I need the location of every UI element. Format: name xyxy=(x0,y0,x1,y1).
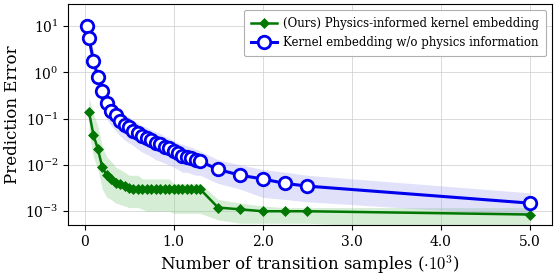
Kernel embedding w/o physics information xyxy=(526,201,533,205)
(Ours) Physics-informed kernel embedding xyxy=(126,186,132,190)
Kernel embedding w/o physics information xyxy=(192,158,199,161)
(Ours) Physics-informed kernel embedding xyxy=(215,206,221,209)
(Ours) Physics-informed kernel embedding xyxy=(139,188,146,191)
(Ours) Physics-informed kernel embedding xyxy=(117,183,123,186)
(Ours) Physics-informed kernel embedding xyxy=(99,165,106,169)
(Ours) Physics-informed kernel embedding xyxy=(166,188,172,191)
(Ours) Physics-informed kernel embedding xyxy=(152,188,159,191)
Kernel embedding w/o physics information xyxy=(157,143,163,146)
(Ours) Physics-informed kernel embedding xyxy=(108,177,115,181)
Kernel embedding w/o physics information xyxy=(152,141,159,144)
(Ours) Physics-informed kernel embedding xyxy=(237,208,244,211)
(Ours) Physics-informed kernel embedding xyxy=(197,188,203,191)
(Ours) Physics-informed kernel embedding xyxy=(103,174,110,177)
Kernel embedding w/o physics information xyxy=(183,155,190,158)
Legend: (Ours) Physics-informed kernel embedding, Kernel embedding w/o physics informati: (Ours) Physics-informed kernel embedding… xyxy=(244,10,546,56)
Kernel embedding w/o physics information xyxy=(175,151,181,155)
Kernel embedding w/o physics information xyxy=(166,147,172,150)
Kernel embedding w/o physics information xyxy=(83,25,90,28)
Kernel embedding w/o physics information xyxy=(237,174,244,177)
(Ours) Physics-informed kernel embedding xyxy=(188,188,195,191)
(Ours) Physics-informed kernel embedding xyxy=(157,188,163,191)
Kernel embedding w/o physics information xyxy=(304,185,310,188)
Kernel embedding w/o physics information xyxy=(126,126,132,129)
(Ours) Physics-informed kernel embedding xyxy=(170,188,177,191)
Kernel embedding w/o physics information xyxy=(103,101,110,105)
(Ours) Physics-informed kernel embedding xyxy=(183,188,190,191)
Y-axis label: Prediction Error: Prediction Error xyxy=(4,45,21,184)
(Ours) Physics-informed kernel embedding xyxy=(192,188,199,191)
Kernel embedding w/o physics information xyxy=(197,160,203,163)
(Ours) Physics-informed kernel embedding xyxy=(148,188,155,191)
Kernel embedding w/o physics information xyxy=(139,134,146,138)
Kernel embedding w/o physics information xyxy=(117,119,123,123)
Kernel embedding w/o physics information xyxy=(161,145,168,148)
(Ours) Physics-informed kernel embedding xyxy=(112,182,119,185)
Kernel embedding w/o physics information xyxy=(148,139,155,142)
Line: Kernel embedding w/o physics information: Kernel embedding w/o physics information xyxy=(81,20,536,209)
(Ours) Physics-informed kernel embedding xyxy=(143,188,150,191)
Kernel embedding w/o physics information xyxy=(188,157,195,160)
Kernel embedding w/o physics information xyxy=(99,89,106,93)
(Ours) Physics-informed kernel embedding xyxy=(259,209,266,213)
Kernel embedding w/o physics information xyxy=(259,177,266,181)
Kernel embedding w/o physics information xyxy=(130,129,137,132)
X-axis label: Number of transition samples ($\cdot 10^3$): Number of transition samples ($\cdot 10^… xyxy=(160,253,460,276)
(Ours) Physics-informed kernel embedding xyxy=(175,188,181,191)
(Ours) Physics-informed kernel embedding xyxy=(304,209,310,213)
(Ours) Physics-informed kernel embedding xyxy=(281,209,288,213)
(Ours) Physics-informed kernel embedding xyxy=(179,188,186,191)
(Ours) Physics-informed kernel embedding xyxy=(121,185,128,188)
Line: (Ours) Physics-informed kernel embedding: (Ours) Physics-informed kernel embedding xyxy=(85,108,533,218)
(Ours) Physics-informed kernel embedding xyxy=(90,133,97,136)
Kernel embedding w/o physics information xyxy=(281,182,288,185)
Kernel embedding w/o physics information xyxy=(135,132,141,135)
Kernel embedding w/o physics information xyxy=(143,136,150,140)
(Ours) Physics-informed kernel embedding xyxy=(135,188,141,191)
(Ours) Physics-informed kernel embedding xyxy=(526,213,533,216)
Kernel embedding w/o physics information xyxy=(108,109,115,112)
(Ours) Physics-informed kernel embedding xyxy=(95,148,101,151)
Kernel embedding w/o physics information xyxy=(112,113,119,117)
(Ours) Physics-informed kernel embedding xyxy=(86,110,92,114)
Kernel embedding w/o physics information xyxy=(90,59,97,62)
(Ours) Physics-informed kernel embedding xyxy=(130,188,137,191)
Kernel embedding w/o physics information xyxy=(179,154,186,157)
Kernel embedding w/o physics information xyxy=(95,75,101,79)
(Ours) Physics-informed kernel embedding xyxy=(161,188,168,191)
Kernel embedding w/o physics information xyxy=(86,37,92,40)
Kernel embedding w/o physics information xyxy=(121,123,128,126)
Kernel embedding w/o physics information xyxy=(170,150,177,153)
Kernel embedding w/o physics information xyxy=(215,168,221,171)
